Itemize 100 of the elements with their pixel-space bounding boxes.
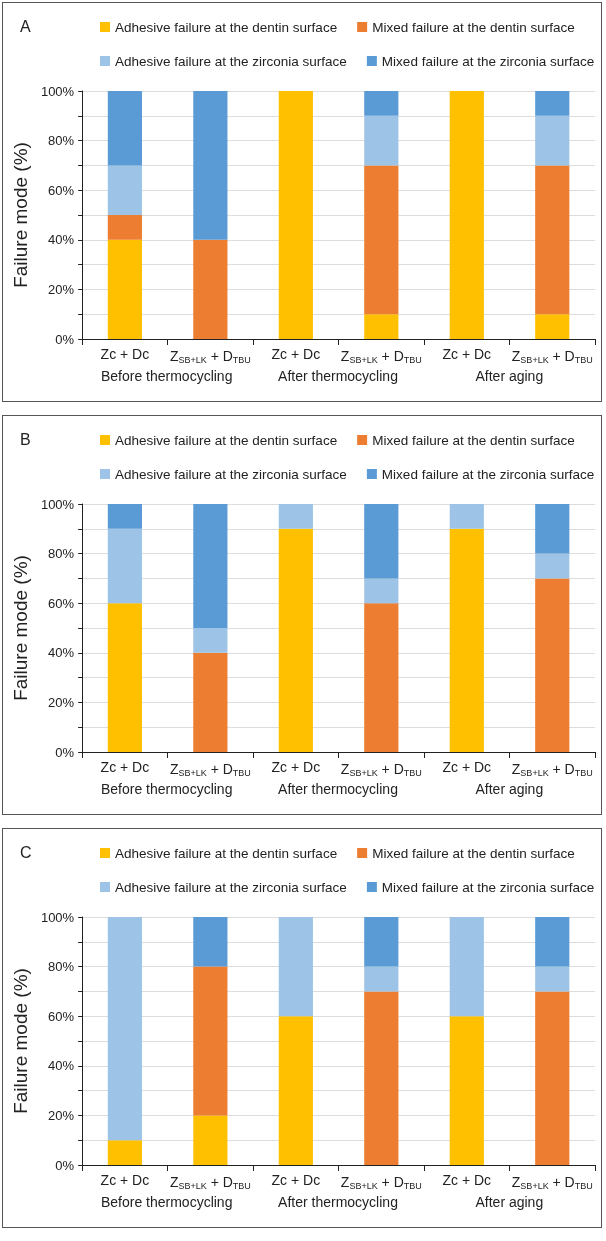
text: Before thermocycling [100,1194,233,1210]
text: After thermocycling [278,1194,398,1210]
legend-label: Adhesive failure at the zirconia surface [115,466,347,482]
text: After thermocycling [278,781,398,797]
bar [364,578,399,604]
bar [107,504,142,529]
legend-label: Adhesive failure at the zirconia surface [115,879,347,895]
y-axis-title: Failure mode (%) [10,142,31,288]
bar [107,91,142,166]
y-tick-label: 0% [55,331,75,347]
bar [193,239,228,339]
bar [193,1115,228,1165]
y-tick-label: 100% [40,909,75,925]
x-tick-label: Zc + Dc [271,759,321,775]
bar [107,215,142,240]
x-tick-label: Zc + Dc [100,759,150,775]
bar [449,1016,484,1165]
bar [107,239,142,339]
y-axis-title: Failure mode (%) [10,555,31,701]
y-tick-label: 60% [48,182,75,198]
y-tick-label: 100% [40,83,75,99]
bar [535,553,570,579]
chart-title: C [20,843,32,861]
bar [535,91,570,116]
bar [535,917,570,967]
y-tick-label: 100% [40,496,75,512]
y-tick-label: 20% [48,694,75,710]
bar [449,917,484,1017]
x-tick-label: Zc + Dc [100,1172,150,1188]
y-tick-label: 80% [48,546,75,562]
text: After aging [475,368,544,384]
legend-label: Adhesive failure at the dentin surface [115,432,338,448]
legend-label: Mixed failure at the dentin surface [372,19,575,35]
legend-label: Adhesive failure at the dentin surface [115,19,338,35]
x-tick-label: Zc + Dc [442,1172,492,1188]
legend-label: Mixed failure at the zirconia surface [381,53,595,69]
bar [364,314,399,339]
bar [449,504,484,529]
bar [535,578,570,752]
text: Before thermocycling [100,781,233,797]
bar [193,652,228,752]
text: Before thermocycling [100,368,233,384]
y-tick-label: 60% [48,595,75,611]
bar [364,115,399,166]
x-tick-label: Zc + Dc [442,346,492,362]
bar [193,504,228,628]
y-tick-label: 80% [48,133,75,149]
legend-label: Mixed failure at the dentin surface [372,845,575,861]
x-tick-label: Zc + Dc [100,346,150,362]
bar [278,917,313,1017]
legend-label: Adhesive failure at the zirconia surface [115,53,347,69]
legend-label: Adhesive failure at the dentin surface [115,845,338,861]
bar [193,917,228,967]
bar [364,603,399,752]
y-tick-label: 20% [48,1107,75,1123]
bar [364,504,399,579]
x-tick-label: Zc + Dc [442,759,492,775]
bar [107,528,142,604]
bar [193,628,228,653]
legend-label: Mixed failure at the zirconia surface [381,466,595,482]
y-tick-label: 20% [48,281,75,297]
y-tick-label: 40% [48,232,75,248]
x-tick-label: Zc + Dc [271,346,321,362]
bar [364,917,399,967]
bar [535,966,570,992]
y-tick-label: 40% [48,645,75,661]
bar [535,165,570,315]
bar [364,991,399,1165]
bar [535,991,570,1165]
bar [107,1140,142,1165]
text: After thermocycling [278,368,398,384]
bar [449,528,484,752]
legend-label: Mixed failure at the dentin surface [372,432,575,448]
bar [535,314,570,339]
bar [535,115,570,166]
bar [193,91,228,240]
text: After aging [475,1194,544,1210]
bar [364,91,399,116]
bar [107,603,142,752]
bar [107,165,142,215]
y-tick-label: 60% [48,1008,75,1024]
x-tick-label: Zc + Dc [271,1172,321,1188]
text: After aging [475,781,544,797]
bar [364,165,399,315]
bar [364,966,399,992]
bar [193,966,228,1116]
y-tick-label: 0% [55,744,75,760]
bar [278,91,313,339]
legend-label: Mixed failure at the zirconia surface [381,879,595,895]
y-axis-title: Failure mode (%) [10,968,31,1114]
bar [278,528,313,752]
chart-title: B [20,430,31,448]
bar [278,1016,313,1165]
y-tick-label: 0% [55,1157,75,1173]
bar [449,91,484,339]
bar [535,504,570,554]
y-tick-label: 40% [48,1058,75,1074]
bar [107,917,142,1141]
chart-title: A [20,17,31,35]
bar [278,504,313,529]
